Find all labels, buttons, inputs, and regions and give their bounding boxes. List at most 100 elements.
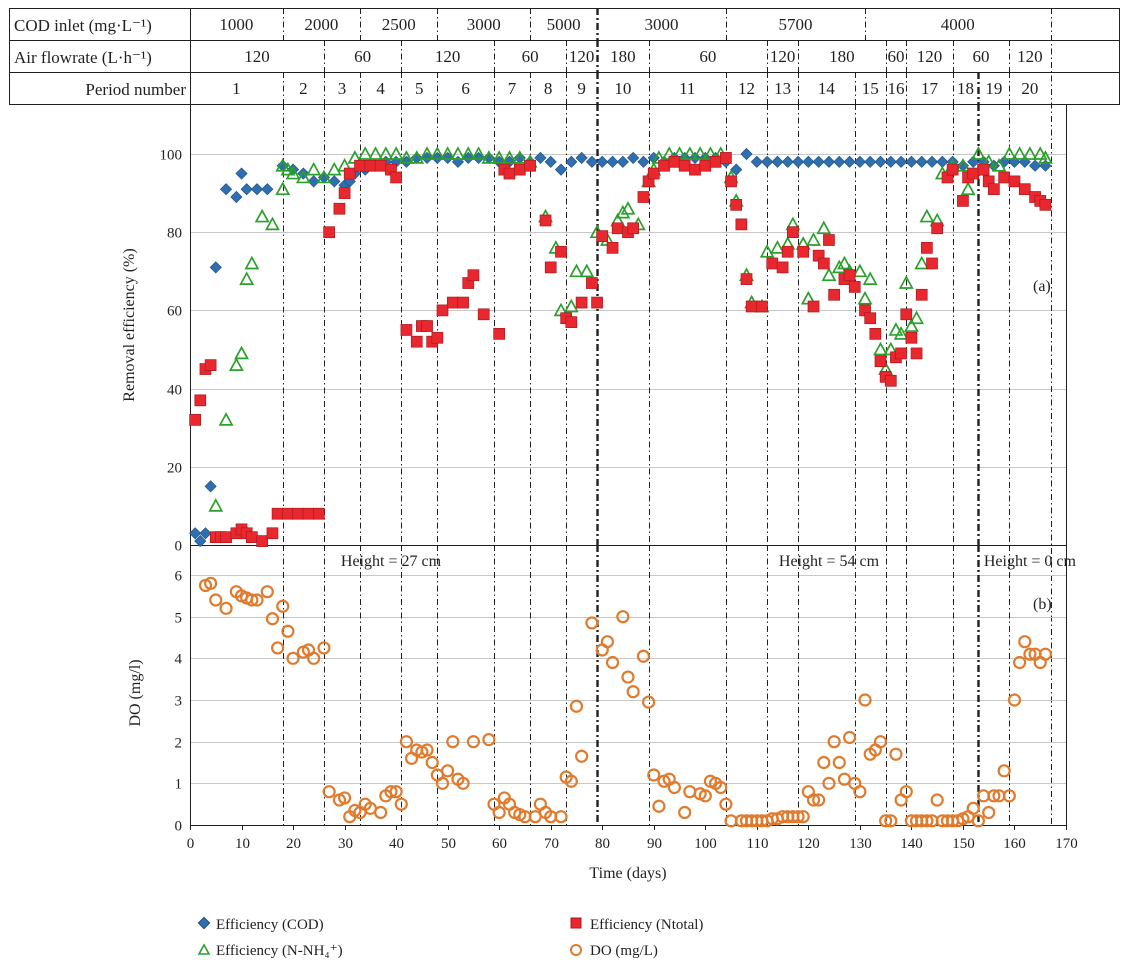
nh4-point (265, 216, 280, 231)
panel-a-label: (a) (1033, 278, 1051, 295)
nh4-point (440, 146, 456, 160)
nh4-point (919, 208, 935, 223)
ntotal-point (421, 320, 433, 332)
nh4-point (502, 150, 517, 164)
do-point (791, 810, 805, 824)
cod-point (627, 151, 640, 164)
nh4-point (1012, 146, 1028, 160)
ntotal-point (678, 159, 691, 172)
ntotal-point (266, 527, 279, 540)
cod-point (905, 155, 918, 168)
table-cell: 6 (461, 79, 470, 98)
ntotal-point (503, 167, 516, 180)
do-point (569, 699, 584, 713)
legend-label-do: DO (mg/L) (590, 943, 658, 959)
cod-point (822, 155, 836, 168)
nh4-point (816, 220, 832, 235)
do-point (873, 735, 888, 749)
nh4-point (909, 310, 924, 325)
nh4-point (914, 255, 930, 270)
do-point (441, 764, 455, 778)
cod-point (194, 535, 207, 548)
table-cell: 60 (354, 47, 371, 66)
x-tick-label: 150 (952, 836, 975, 852)
cod-point (554, 163, 568, 176)
ntotal-point (446, 296, 459, 309)
nh4-point (1001, 146, 1017, 160)
y-tick-label: 20 (167, 461, 182, 477)
do-point (832, 755, 846, 770)
do-point (600, 635, 614, 649)
nh4-point (852, 263, 868, 278)
table-cell: 120 (917, 47, 943, 66)
ntotal-point (823, 234, 835, 246)
ntotal-point (709, 155, 722, 168)
table-cell: 18 (957, 79, 974, 98)
ntotal-point (627, 222, 640, 235)
do-point (853, 785, 867, 799)
nh4-point (471, 146, 486, 160)
ntotal-point (1008, 175, 1021, 188)
ntotal-point (544, 261, 557, 274)
do-point (920, 814, 934, 828)
cod-point (616, 155, 629, 168)
nh4-point (239, 271, 255, 285)
do-point (899, 785, 913, 799)
do-point (884, 814, 898, 828)
cod-point (261, 183, 274, 196)
table-cell: 14 (818, 79, 836, 98)
table-cell: 2000 (304, 15, 338, 34)
x-tick-label: 90 (647, 836, 662, 852)
ntotal-point (957, 195, 969, 207)
nh4-point (306, 161, 322, 176)
nh4-point (275, 157, 291, 172)
ntotal-point (364, 159, 377, 172)
cod-point (534, 151, 547, 164)
do-point (605, 655, 620, 670)
ntotal-point (606, 241, 619, 254)
do-point (399, 735, 414, 749)
do-point (1023, 647, 1037, 661)
table-cell: 3000 (644, 15, 678, 34)
do-point (858, 693, 872, 707)
ntotal-point (910, 347, 923, 360)
ntotal-point (915, 288, 928, 301)
ntotal-point (776, 261, 789, 274)
table-cell: 20 (1021, 79, 1038, 98)
nh4-point (862, 271, 878, 285)
do-point (322, 785, 336, 799)
circle-marker-icon (570, 944, 582, 956)
ntotal-point (256, 535, 268, 547)
table-cell: 60 (522, 47, 539, 66)
cod-point (925, 155, 939, 168)
do-point (817, 755, 831, 770)
ntotal-point (946, 163, 959, 176)
legend-item-nh4: Efficiency (N-NH₄⁺) (197, 943, 343, 959)
nh4-point (491, 150, 507, 164)
x-tick-label: 20 (286, 836, 301, 852)
nh4-point (234, 345, 249, 360)
do-point (260, 585, 274, 599)
x-tick-label: 10 (235, 836, 250, 852)
table-cell: 5 (415, 79, 424, 98)
ntotal-point (828, 288, 840, 301)
do-point (667, 780, 681, 795)
panel-b-y-axis-label: DO (mg/l) (127, 659, 144, 726)
ntotal-point (998, 171, 1011, 184)
panel-a-marks (189, 146, 1053, 548)
ntotal-point (720, 152, 732, 164)
cod-point (472, 151, 485, 164)
do-point (616, 610, 630, 624)
x-tick-label: 110 (747, 836, 769, 852)
cod-point (235, 167, 248, 180)
panel-b-gridlines (190, 575, 1066, 784)
ntotal-point (493, 328, 506, 340)
x-tick-label: 0 (187, 836, 195, 852)
cod-point (199, 527, 212, 540)
cod-point (565, 155, 578, 168)
panel-a-removal-efficiency: 0 20 40 60 80 100 Removal efficiency (%) (a) (121, 8, 1067, 825)
nh4-point (821, 267, 837, 282)
ntotal-point (977, 163, 990, 176)
